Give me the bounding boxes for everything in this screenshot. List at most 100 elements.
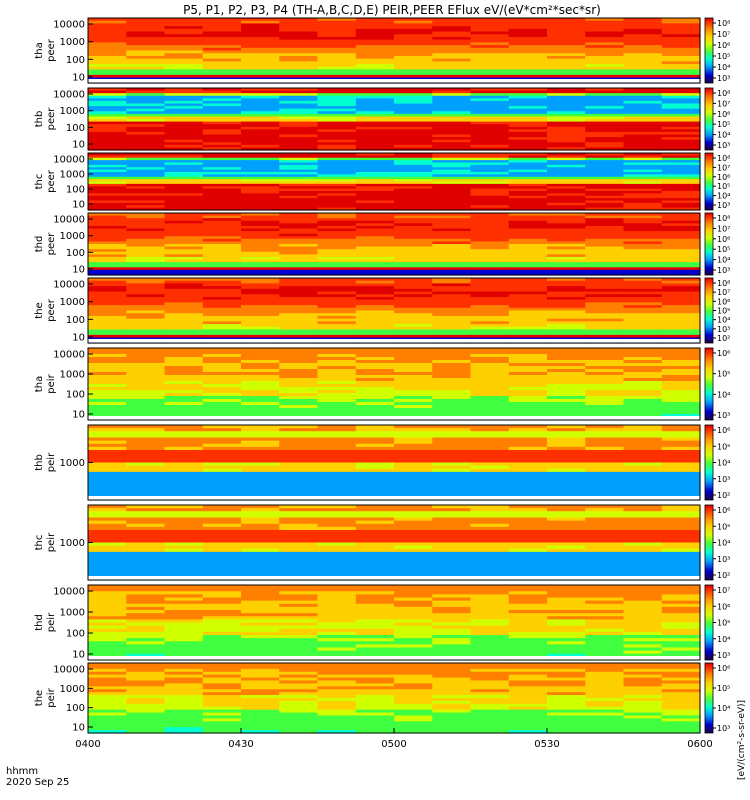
- spectrogram-cell: [126, 393, 166, 397]
- colorbar-tick-label: 10⁵: [717, 370, 730, 379]
- spectrogram-cell: [547, 703, 586, 708]
- spectrogram-cell: [661, 638, 701, 642]
- spectrogram-cell: [317, 698, 357, 702]
- spectrogram-cell: [355, 53, 395, 57]
- spectrogram-cell: [126, 74, 166, 79]
- spectrogram-cell: [355, 628, 395, 633]
- spectrogram-cell: [355, 191, 395, 194]
- spectrogram-cell: [317, 471, 357, 476]
- spectrogram-cell: [585, 402, 625, 406]
- spectrogram-cell: [164, 594, 204, 599]
- spectrogram-cell: [126, 20, 166, 25]
- spectrogram-cell: [279, 408, 319, 412]
- spectrogram-cell: [394, 144, 433, 149]
- spectrogram-cell: [585, 718, 625, 722]
- colorbar-tick-label: 10³: [717, 475, 730, 484]
- spectrogram-cell: [623, 259, 663, 263]
- spectrogram-cell: [547, 677, 586, 682]
- spectrogram-cell: [547, 588, 586, 592]
- spectrogram-cell: [202, 594, 242, 599]
- spectrogram-cell: [661, 668, 701, 673]
- spectrogram-cell: [432, 390, 472, 394]
- spectrogram-cell: [623, 160, 663, 164]
- spectrogram-cell: [661, 487, 701, 492]
- spectrogram-cell: [661, 329, 701, 333]
- spectrogram-cell: [317, 36, 357, 41]
- spectrogram-cell: [394, 665, 433, 670]
- spectrogram-cell: [432, 484, 472, 489]
- spectrogram-cell: [279, 475, 319, 479]
- spectrogram-cell: [585, 366, 625, 370]
- spectrogram-cell: [88, 695, 127, 699]
- spectrogram-cell: [470, 26, 510, 30]
- spectrogram-cell: [661, 55, 701, 60]
- spectrogram-cell: [508, 354, 548, 358]
- spectrogram-cell: [623, 539, 663, 544]
- spectrogram-cell: [661, 520, 701, 525]
- spectrogram-cell: [126, 18, 166, 22]
- spectrogram-cell: [88, 305, 127, 309]
- spectrogram-cell: [508, 703, 548, 708]
- spectrogram-cell: [202, 366, 242, 370]
- spectrogram-cell: [88, 119, 127, 123]
- spectrogram-cell: [355, 139, 395, 143]
- spectrogram-cell: [547, 475, 586, 479]
- spectrogram-cell: [547, 228, 586, 232]
- spectrogram-cell: [317, 326, 357, 331]
- spectrogram-cell: [432, 278, 472, 282]
- spectrogram-cell: [661, 692, 701, 696]
- spectrogram-cell: [202, 712, 242, 717]
- spectrogram-cell: [126, 126, 166, 130]
- spectrogram-cell: [317, 299, 357, 303]
- spectrogram-cell: [432, 459, 472, 464]
- spectrogram-cell: [470, 390, 510, 394]
- spectrogram-cell: [547, 207, 586, 211]
- spectrogram-cell: [547, 375, 586, 379]
- spectrogram-cell: [585, 307, 625, 312]
- spectrogram-cell: [88, 647, 127, 652]
- spectrogram-cell: [164, 34, 204, 38]
- spectrogram-cell: [585, 440, 625, 445]
- spectrogram-cell: [470, 487, 510, 492]
- spectrogram-cell: [585, 459, 625, 464]
- spectrogram-cell: [661, 715, 701, 720]
- spectrogram-cell: [88, 155, 127, 159]
- spectrogram-cell: [279, 215, 319, 219]
- spectrogram-cell: [661, 508, 701, 512]
- spectrogram-cell: [164, 408, 204, 412]
- spectrogram-cell: [508, 198, 548, 202]
- spectrogram-cell: [394, 167, 433, 171]
- spectrogram-cell: [394, 186, 433, 190]
- spectrogram-cell: [508, 606, 548, 611]
- spectrogram-cell: [279, 393, 319, 397]
- spectrogram-cell: [164, 176, 204, 180]
- spectrogram-cell: [394, 249, 433, 253]
- spectrogram-cell: [585, 20, 625, 25]
- spectrogram-cell: [470, 616, 510, 620]
- spectrogram-cell: [470, 505, 510, 509]
- spectrogram-cell: [355, 396, 395, 400]
- spectrogram-cell: [508, 677, 548, 682]
- spectrogram-cell: [164, 709, 204, 714]
- spectrogram-cell: [661, 124, 701, 128]
- spectrogram-cell: [88, 545, 127, 550]
- spectrogram-cell: [508, 511, 548, 515]
- spectrogram-cell: [394, 490, 433, 495]
- spectrogram-cell: [508, 545, 548, 550]
- spectrogram-cell: [394, 131, 433, 136]
- spectrogram-cell: [241, 414, 280, 418]
- spectrogram-cell: [585, 530, 625, 534]
- spectrogram-cell: [394, 160, 433, 164]
- spectrogram-cell: [279, 195, 319, 199]
- spectrogram-cell: [164, 39, 204, 43]
- spectrogram-cell: [585, 695, 625, 699]
- spectrogram-cell: [623, 45, 663, 49]
- spectrogram-cell: [317, 69, 357, 73]
- spectrogram-cell: [126, 431, 166, 435]
- spectrogram-cell: [508, 131, 548, 136]
- spectrogram-cell: [241, 613, 280, 617]
- spectrogram-cell: [623, 116, 663, 120]
- spectrogram-cell: [585, 98, 625, 102]
- spectrogram-cell: [202, 378, 242, 382]
- spectrogram-cell: [317, 116, 357, 120]
